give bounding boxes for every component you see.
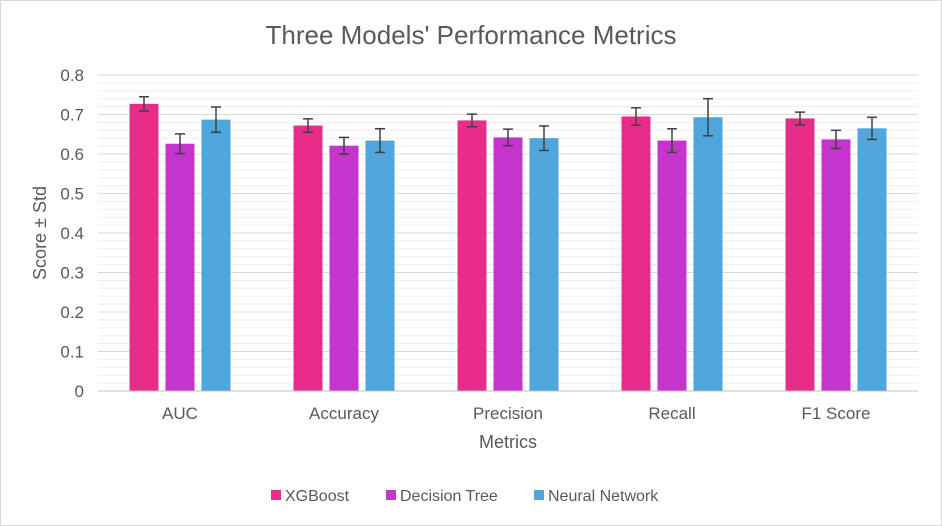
error-bar — [795, 111, 805, 126]
error-bar — [503, 128, 513, 147]
error-bar — [303, 118, 313, 134]
x-tick-label: AUC — [162, 404, 198, 423]
error-bar — [467, 113, 477, 128]
bar — [201, 119, 231, 391]
error-bar — [375, 127, 385, 154]
y-tick-label: 0.4 — [60, 224, 84, 243]
bar — [621, 116, 651, 391]
x-tick-label: Precision — [473, 404, 543, 423]
bar — [493, 137, 523, 391]
y-ticks: 0 0.1 0.2 0.3 0.4 0.5 0.6 0.7 0.8 — [60, 66, 84, 401]
y-tick-label: 0.7 — [60, 106, 84, 125]
legend-item: XGBoost — [271, 488, 350, 505]
y-tick-label: 0.5 — [60, 185, 84, 204]
y-tick-label: 0.2 — [60, 303, 84, 322]
bars — [129, 103, 887, 392]
error-bar — [139, 95, 149, 112]
legend-item: Neural Network — [534, 488, 659, 505]
bar — [785, 118, 815, 391]
error-bar — [631, 107, 641, 126]
legend: XGBoost Decision Tree Neural Network — [271, 488, 659, 505]
y-tick-label: 0.3 — [60, 264, 84, 283]
error-bar — [667, 127, 677, 154]
legend-item: Decision Tree — [386, 488, 498, 505]
bar — [293, 125, 323, 391]
legend-label: Decision Tree — [400, 488, 498, 505]
error-bar — [703, 97, 713, 137]
legend-swatch — [534, 490, 544, 500]
legend-label: XGBoost — [285, 488, 350, 505]
bar — [329, 145, 359, 391]
bar — [821, 139, 851, 391]
legend-swatch — [271, 490, 281, 500]
bar — [165, 143, 195, 391]
x-ticks: AUC Accuracy Precision Recall F1 Score — [98, 390, 918, 423]
bar — [693, 117, 723, 391]
bar — [657, 140, 687, 391]
error-bar — [539, 125, 549, 152]
legend-label: Neural Network — [548, 488, 659, 505]
error-bar — [175, 133, 185, 155]
error-bar — [831, 129, 841, 150]
bar — [365, 140, 395, 391]
bar — [457, 120, 487, 392]
error-bar — [867, 116, 877, 141]
legend-swatch — [386, 490, 396, 500]
y-tick-label: 0.8 — [60, 66, 84, 85]
error-bars — [139, 95, 877, 155]
x-tick-label: F1 Score — [802, 404, 871, 423]
chart-title: Three Models' Performance Metrics — [266, 20, 677, 50]
x-axis-label: Metrics — [479, 432, 537, 452]
x-tick-label: Accuracy — [309, 404, 379, 423]
bar — [129, 103, 159, 392]
y-axis-label: Score ± Std — [30, 186, 50, 280]
bar — [529, 138, 559, 391]
x-tick-label: Recall — [648, 404, 695, 423]
error-bar — [339, 136, 349, 155]
y-tick-label: 0.6 — [60, 145, 84, 164]
error-bar — [211, 106, 221, 134]
bar — [857, 128, 887, 391]
y-tick-label: 0 — [75, 382, 84, 401]
y-tick-label: 0.1 — [60, 343, 84, 362]
